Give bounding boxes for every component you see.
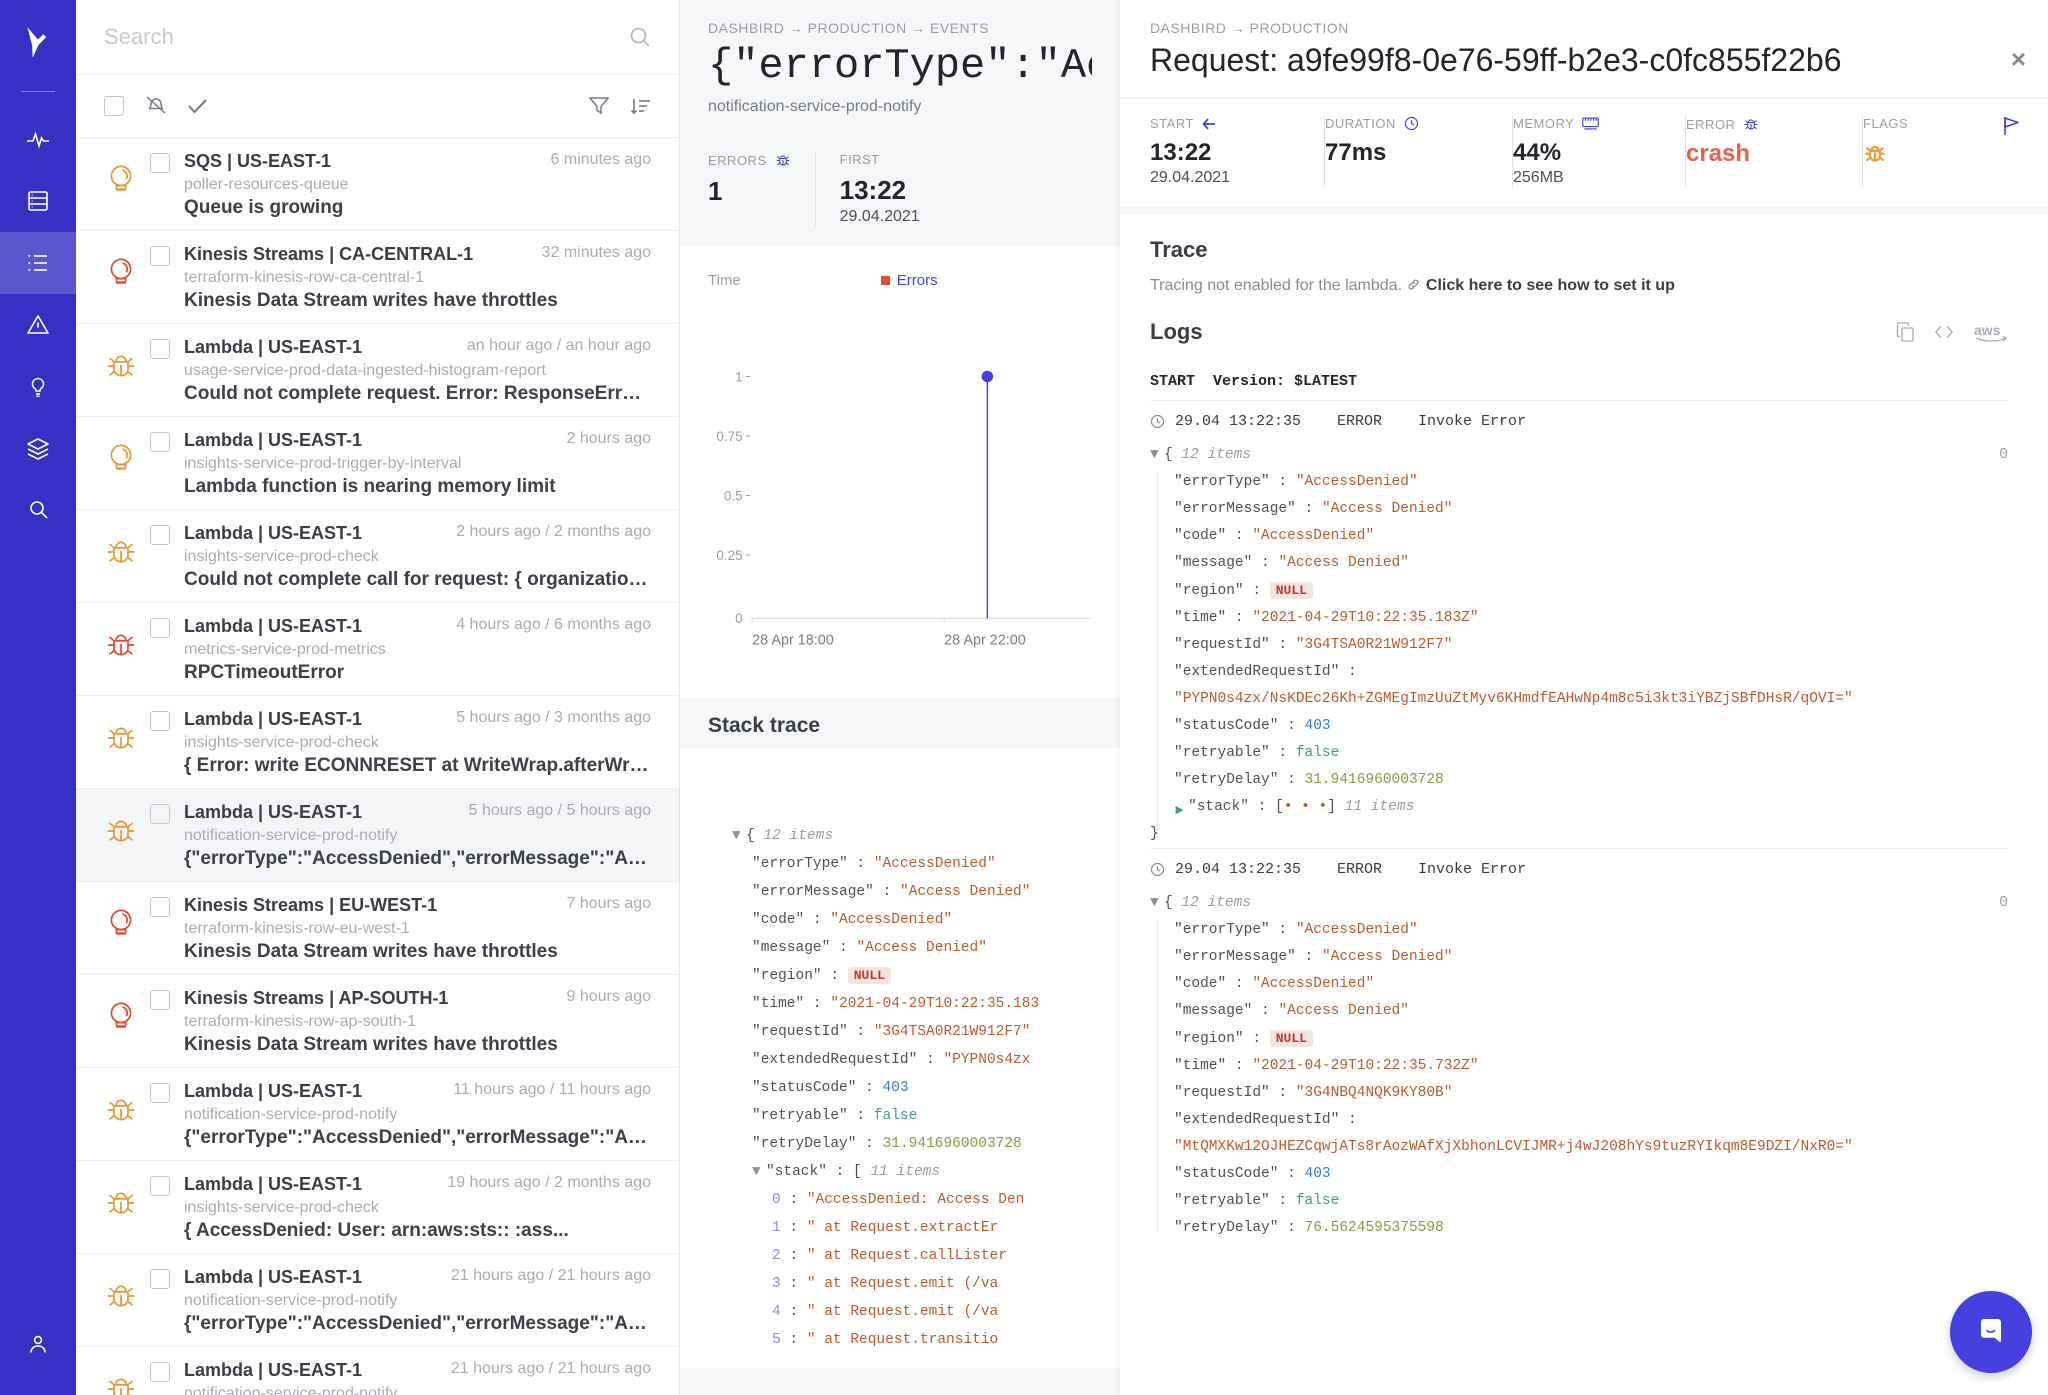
svg-text:1: 1 — [735, 369, 742, 384]
svg-text:aws: aws — [1974, 322, 2001, 338]
svg-text:0.5: 0.5 — [724, 488, 743, 503]
svg-text:0.75: 0.75 — [716, 429, 742, 444]
svg-text:0: 0 — [735, 611, 742, 626]
svg-text:28 Apr 18:00: 28 Apr 18:00 — [752, 632, 834, 648]
svg-text:0.25: 0.25 — [716, 548, 742, 563]
svg-text:28 Apr 22:00: 28 Apr 22:00 — [944, 632, 1026, 648]
